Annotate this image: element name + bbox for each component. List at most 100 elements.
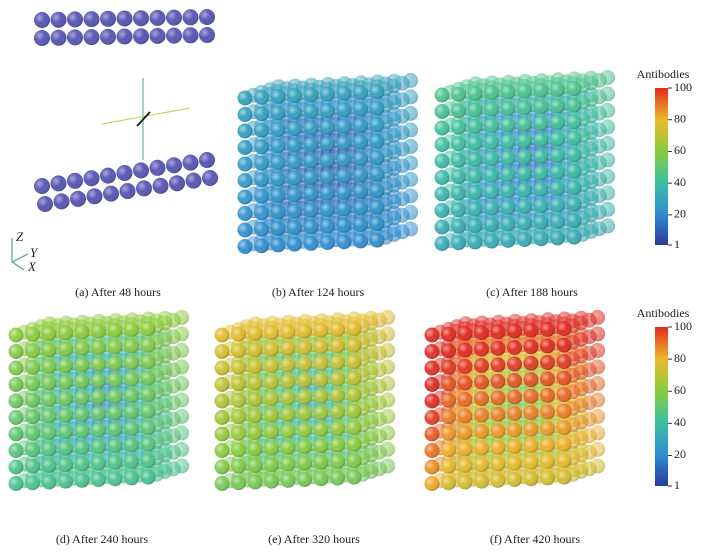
sphere-shine [501, 101, 516, 116]
sphere-shine [304, 219, 319, 234]
sphere-shine [474, 457, 489, 472]
sphere-shine [474, 474, 489, 489]
sphere-shine [287, 220, 302, 235]
sphere-shine [540, 388, 555, 403]
sphere-shine [150, 10, 166, 26]
caption: (c) After 188 hours [486, 285, 578, 299]
sphere-shine [425, 377, 440, 392]
sphere-shine [75, 357, 90, 372]
sphere-shine [567, 114, 582, 129]
sphere-shine [141, 338, 156, 353]
sphere-shine [557, 338, 572, 353]
sphere-shine [337, 86, 352, 101]
sphere-shine [124, 371, 139, 386]
sphere-shine [507, 340, 522, 355]
sphere-shine [238, 124, 253, 139]
sphere-shine [58, 325, 73, 340]
sphere-shine [557, 420, 572, 435]
sphere-shine [507, 390, 522, 405]
sphere-shine [468, 168, 483, 183]
sphere-shine [238, 206, 253, 221]
sphere-shine [567, 131, 582, 146]
sphere-shine [491, 456, 506, 471]
sphere-shine [425, 361, 440, 376]
sphere-shine [215, 460, 230, 475]
sphere-shine [550, 98, 565, 113]
sphere-shine [117, 11, 133, 27]
sphere-shine [281, 456, 296, 471]
sphere-shine [215, 476, 230, 491]
sphere-shine [199, 27, 215, 43]
sphere-shine [557, 453, 572, 468]
sphere-shine [133, 10, 149, 26]
sphere-shine [238, 239, 253, 254]
sphere-shine [501, 134, 516, 149]
sphere-shine [347, 321, 362, 336]
sphere-shine [517, 183, 532, 198]
sphere-shine [100, 11, 116, 27]
sphere-shine [484, 217, 499, 232]
sphere-shine [491, 357, 506, 372]
sphere-shine [435, 170, 450, 185]
sphere-shine [468, 102, 483, 117]
colorbar-tick-label: 1 [674, 478, 680, 492]
sphere-shine [281, 423, 296, 438]
sphere-shine [517, 199, 532, 214]
sphere-shine [517, 84, 532, 99]
sphere-shine [91, 373, 106, 388]
sphere-shine [491, 407, 506, 422]
sphere-shine [314, 372, 329, 387]
sphere-shine [337, 234, 352, 249]
sphere-shine [75, 440, 90, 455]
sphere-shine [238, 157, 253, 172]
sphere-shine [254, 106, 269, 121]
sphere-shine [524, 438, 539, 453]
sphere-shine [91, 390, 106, 405]
sphere-shine [67, 173, 83, 189]
sphere-shine [287, 138, 302, 153]
sphere-shine [441, 426, 456, 441]
sphere-shine [141, 420, 156, 435]
colorbars: Antibodies100806040201Antibodies10080604… [637, 67, 692, 492]
sphere-shine [254, 156, 269, 171]
sphere-shine [281, 357, 296, 372]
sphere-shine [248, 474, 263, 489]
sphere-shine [501, 233, 516, 248]
axis-label: X [27, 259, 37, 274]
sphere-shine [458, 441, 473, 456]
sphere-shine [435, 187, 450, 202]
sphere-shine [91, 357, 106, 372]
sphere-shine [370, 200, 385, 215]
sphere-shine [67, 11, 83, 27]
colorbar-tick-label: 20 [674, 207, 686, 221]
sphere-shine [287, 204, 302, 219]
sphere-shine [51, 12, 67, 28]
sphere-shine [25, 426, 40, 441]
sphere-shine [501, 150, 516, 165]
sphere-shine [524, 372, 539, 387]
sphere-shine [507, 373, 522, 388]
sphere-shine [370, 167, 385, 182]
sphere-shine [297, 439, 312, 454]
sphere-shine [271, 105, 286, 120]
sphere-shine [517, 117, 532, 132]
sphere-shine [474, 391, 489, 406]
sphere-shine [91, 472, 106, 487]
sphere-shine [287, 121, 302, 136]
sphere-shine [370, 84, 385, 99]
sphere-shine [540, 421, 555, 436]
sphere-shine [557, 387, 572, 402]
sphere-shine [435, 121, 450, 136]
sphere-shine [100, 29, 116, 45]
colorbar-tick-label: 80 [674, 111, 686, 125]
sphere-shine [491, 374, 506, 389]
sphere-shine [58, 358, 73, 373]
sphere-shine [124, 470, 139, 485]
caption: (d) After 240 hours [56, 532, 149, 546]
sphere-shine [304, 137, 319, 152]
sphere-shine [347, 354, 362, 369]
sphere-shine [314, 455, 329, 470]
sphere-shine [231, 327, 246, 342]
sphere-shine [271, 171, 286, 186]
sphere-shine [330, 322, 345, 337]
